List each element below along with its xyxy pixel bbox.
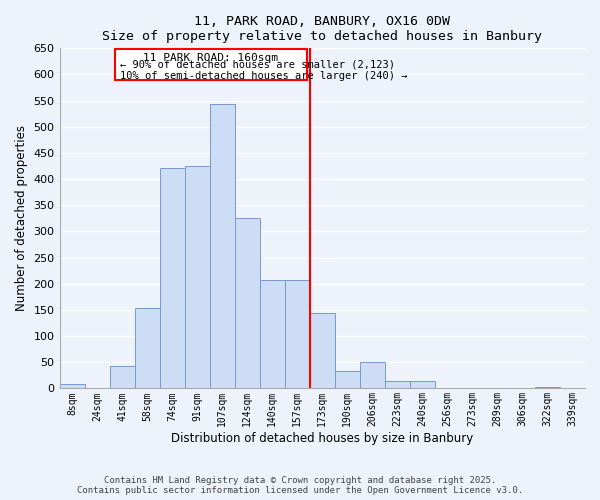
Y-axis label: Number of detached properties: Number of detached properties bbox=[15, 126, 28, 312]
X-axis label: Distribution of detached houses by size in Banbury: Distribution of detached houses by size … bbox=[171, 432, 473, 445]
Bar bbox=[59, 384, 85, 388]
Bar bbox=[285, 280, 310, 388]
Bar bbox=[385, 381, 410, 388]
Bar bbox=[110, 366, 134, 388]
Title: 11, PARK ROAD, BANBURY, OX16 0DW
Size of property relative to detached houses in: 11, PARK ROAD, BANBURY, OX16 0DW Size of… bbox=[102, 15, 542, 43]
Bar bbox=[209, 104, 235, 389]
FancyBboxPatch shape bbox=[115, 50, 307, 80]
Text: 11 PARK ROAD: 160sqm: 11 PARK ROAD: 160sqm bbox=[143, 52, 278, 62]
Bar bbox=[410, 381, 435, 388]
Bar bbox=[160, 168, 185, 388]
Text: 10% of semi-detached houses are larger (240) →: 10% of semi-detached houses are larger (… bbox=[119, 72, 407, 82]
Bar bbox=[360, 362, 385, 388]
Bar bbox=[335, 370, 360, 388]
Bar bbox=[235, 218, 260, 388]
Text: ← 90% of detached houses are smaller (2,123): ← 90% of detached houses are smaller (2,… bbox=[119, 60, 395, 70]
Bar bbox=[310, 313, 335, 388]
Bar bbox=[134, 308, 160, 388]
Bar bbox=[535, 387, 560, 388]
Text: Contains HM Land Registry data © Crown copyright and database right 2025.
Contai: Contains HM Land Registry data © Crown c… bbox=[77, 476, 523, 495]
Bar bbox=[185, 166, 209, 388]
Bar bbox=[260, 280, 285, 388]
